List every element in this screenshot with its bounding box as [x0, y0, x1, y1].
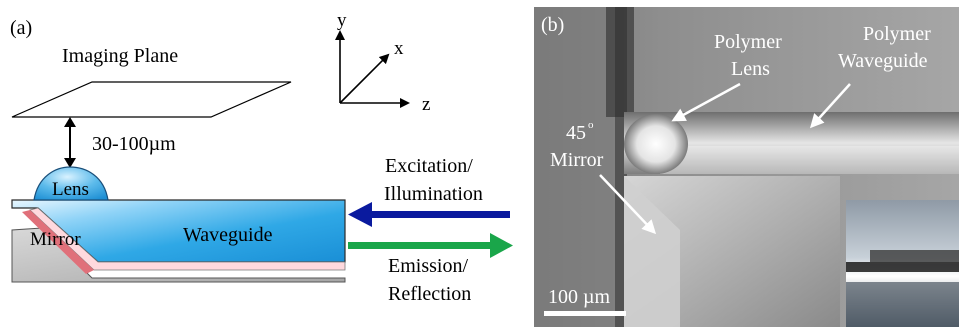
emission-label: Emission/ [388, 255, 468, 277]
polymer-waveguide-label-line1: Polymer [863, 23, 931, 45]
distance-label: 30-100µm [92, 133, 176, 155]
mirror-angle-label: 45 [566, 122, 586, 144]
lens-shape [33, 166, 109, 201]
excitation-label: Excitation/ [385, 155, 473, 177]
axis-x-label: x [394, 38, 404, 59]
panel-a-tag: (a) [10, 17, 32, 39]
polymer-waveguide-label-line2: Waveguide [838, 50, 928, 72]
degree-mark: o [588, 119, 594, 131]
polymer-lens-arrow [671, 82, 741, 122]
lens-label: Lens [52, 179, 89, 200]
inset-photo [846, 200, 959, 327]
panel-b-micrograph: (b) Polymer Lens Polymer Waveguide 45 o … [534, 7, 959, 327]
device-cross-section [11, 166, 346, 283]
imaging-plane-shape [11, 81, 292, 118]
axes-icon [335, 30, 410, 108]
polymer-lens-label-line2: Lens [731, 58, 770, 80]
imaging-plane-label: Imaging Plane [62, 45, 178, 67]
scale-bar-label: 100 µm [548, 286, 611, 308]
illumination-label: Illumination [384, 183, 483, 205]
mirror-arrow [599, 174, 657, 235]
panel-a: (a) Imaging Plane 30-100µm y x z Lens Mi… [10, 10, 513, 305]
polymer-lens-label-line1: Polymer [714, 31, 782, 53]
axis-y-label: y [337, 10, 347, 31]
waveguide-label: Waveguide [183, 224, 273, 246]
mirror-coating [22, 210, 94, 274]
reflection-label: Reflection [388, 283, 471, 305]
distance-arrow [64, 117, 76, 168]
panel-b-tag: (b) [541, 14, 564, 36]
micrograph-mirror-label: Mirror [550, 149, 604, 171]
emission-arrow [348, 233, 513, 258]
mirror-label: Mirror [30, 229, 81, 250]
excitation-arrow [348, 202, 510, 227]
scale-bar [544, 311, 626, 316]
axis-z-label: z [422, 94, 430, 115]
polymer-waveguide-arrow [809, 83, 851, 129]
micrograph-lens [624, 114, 688, 174]
